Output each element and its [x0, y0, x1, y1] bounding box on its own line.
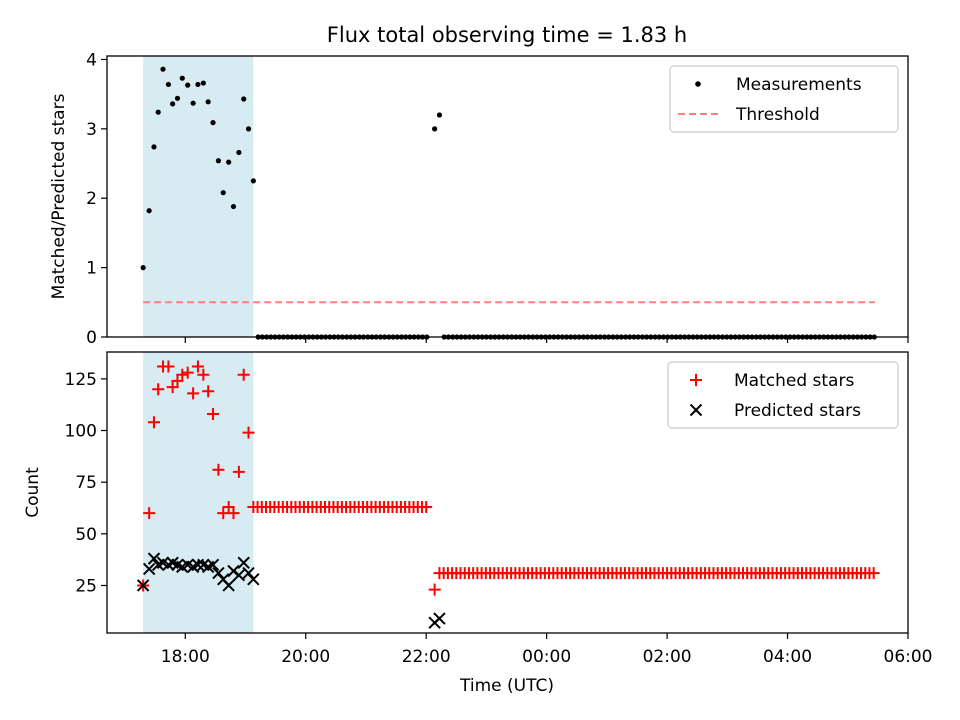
matched-star-point: [237, 368, 250, 381]
x-tick-label: 06:00: [884, 647, 933, 667]
measurement-point: [151, 144, 157, 150]
matched-star-point: [428, 583, 441, 596]
matched-star-point: [171, 374, 184, 387]
y-tick-label: 75: [75, 473, 97, 493]
y-tick-label: 25: [75, 576, 97, 596]
measurement-point: [165, 81, 172, 88]
legend-label: Measurements: [736, 75, 862, 95]
y-tick-label: 125: [65, 370, 97, 390]
measurement-point: [185, 82, 191, 88]
measurement-point: [241, 96, 247, 102]
matched-star-point: [217, 507, 230, 520]
matched-star-point: [212, 463, 225, 476]
measurement-point: [170, 101, 176, 107]
y-axis-label: Count: [23, 467, 43, 518]
plot-frame: [106, 351, 909, 634]
measurement-point: [236, 149, 242, 156]
measurement-point: [195, 81, 201, 88]
legend-box: [667, 361, 899, 429]
y-tick-label: 50: [75, 525, 97, 545]
panel-1: 0 1 2 3 4 Matched/Predicted stars Measurements…: [49, 50, 909, 348]
measurement-point: [230, 203, 237, 210]
measurement-point: [200, 80, 206, 86]
predicted-star-point: [232, 568, 246, 582]
matched-star-point: [867, 567, 880, 580]
measurement-point: [245, 126, 252, 132]
x-tick-label: 02:00: [643, 647, 692, 667]
matched-star-point: [143, 507, 156, 520]
matched-star-point: [166, 381, 179, 394]
x-tick-label: 22:00: [402, 647, 451, 667]
matched-star-point: [197, 368, 210, 381]
x-tick-label: 18:00: [161, 647, 210, 667]
observing-span: [143, 56, 254, 337]
y-axis-label: Matched/Predicted stars: [49, 93, 69, 299]
measurement-point: [436, 112, 443, 118]
measurement-point: [215, 158, 222, 164]
legend-label: Predicted stars: [734, 401, 861, 421]
matched-star-point: [187, 387, 200, 400]
predicted-star-point: [222, 579, 235, 592]
matched-star-point: [227, 507, 240, 520]
y-tick-label: 0: [86, 328, 97, 348]
measurement-point: [210, 120, 216, 126]
legend: Measurements Threshold: [669, 65, 899, 133]
matched-star-point: [232, 465, 245, 478]
x-tick-label: 00:00: [522, 647, 571, 667]
measurement-point: [205, 99, 211, 105]
matched-star-point: [222, 500, 235, 513]
legend-label: Matched stars: [734, 371, 854, 391]
matched-star-point: [152, 383, 165, 396]
predicted-star-point: [433, 612, 446, 625]
chart-title: Flux total observing time = 1.83 h: [327, 23, 687, 47]
plot-frame: [106, 55, 909, 338]
y-tick-label: 3: [86, 120, 97, 140]
measurement-point: [146, 208, 152, 214]
matched-star-point: [162, 360, 175, 373]
panel-2: 25 50 75 100 125 18:00 20:00 22:00 00:00 02:00 04:…: [23, 351, 933, 667]
measurement-point: [160, 66, 166, 72]
observing-span: [143, 352, 254, 633]
y-tick-label: 1: [86, 259, 97, 279]
measurement-point: [190, 100, 196, 106]
measurement-point: [179, 75, 185, 81]
predicted-star-point: [142, 562, 156, 576]
x-tick-label: 20:00: [281, 647, 330, 667]
predicted-star-point: [206, 558, 220, 572]
legend-box: [669, 65, 899, 133]
y-tick-label: 100: [65, 422, 97, 442]
matched-star-point: [176, 368, 189, 381]
predicted-star-point: [136, 579, 150, 592]
legend-label: Threshold: [735, 105, 820, 125]
matched-star-point: [181, 366, 194, 379]
matched-star-point: [206, 407, 219, 420]
measurement-point: [250, 178, 256, 184]
measurement-point: [226, 159, 232, 165]
matched-star-point: [420, 500, 433, 513]
matched-star-point: [242, 426, 255, 439]
matched-star-point: [191, 360, 204, 373]
legend-matched-swatch: [690, 374, 702, 386]
x-tick-label: 04:00: [763, 647, 812, 667]
legend-predicted-swatch: [689, 403, 703, 417]
y-tick-label: 4: [86, 50, 97, 70]
y-tick-label: 2: [86, 189, 97, 209]
measurement-point: [140, 265, 146, 271]
measurement-point: [174, 95, 181, 101]
predicted-star-point: [147, 552, 161, 565]
x-axis-label: Time (UTC): [459, 676, 554, 696]
legend: Matched stars Predicted stars: [667, 361, 899, 429]
measurement-point: [220, 190, 226, 196]
predicted-star-point: [191, 558, 205, 572]
predicted-star-point: [237, 556, 250, 569]
predicted-star-point: [247, 573, 260, 586]
matched-star-point: [202, 385, 215, 398]
measurement-point: [155, 109, 161, 115]
measurement-point: [432, 126, 438, 132]
matched-star-point: [147, 416, 160, 429]
legend-measurement-swatch: [695, 81, 701, 87]
